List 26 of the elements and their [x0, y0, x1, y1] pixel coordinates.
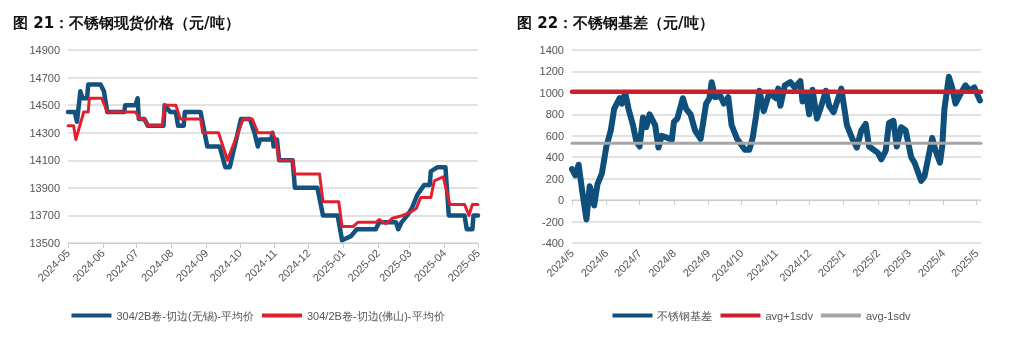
y-tick-label: -200	[541, 215, 564, 228]
chart-title: 图 21：不锈钢现货价格（元/吨）	[13, 13, 240, 32]
y-tick-label: 800	[545, 108, 564, 121]
y-tick-label: 1400	[539, 44, 564, 56]
y-tick-label: 0	[557, 194, 564, 207]
y-tick-label: 14100	[29, 154, 60, 167]
y-tick-label: 1200	[539, 65, 564, 78]
chart-title: 图 22：不锈钢基差（元/吨）	[517, 13, 714, 32]
y-tick-label: 13900	[29, 181, 60, 194]
legend-label: 304/2B卷-切边(无锡)-平均价	[116, 309, 255, 322]
y-tick-label: 1000	[539, 86, 564, 99]
y-tick-label: 600	[545, 129, 564, 142]
y-tick-label: 200	[545, 172, 564, 185]
y-tick-label: 13500	[29, 237, 60, 249]
y-tick-label: 14300	[29, 126, 60, 139]
line-series	[66, 96, 480, 228]
legend-label: avg+1sdv	[765, 309, 814, 322]
y-tick-label: 14700	[29, 71, 60, 84]
legend-label: 不锈钢基差	[657, 309, 713, 322]
y-tick-label: 400	[545, 151, 564, 164]
legend-label: 304/2B卷-切边(佛山)-平均价	[307, 309, 445, 322]
y-tick-label: 14500	[29, 99, 60, 112]
y-tick-label: -400	[541, 237, 564, 249]
y-tick-label: 14900	[29, 44, 60, 56]
y-tick-label: 13700	[29, 209, 60, 222]
legend-label: avg-1sdv	[865, 309, 912, 322]
